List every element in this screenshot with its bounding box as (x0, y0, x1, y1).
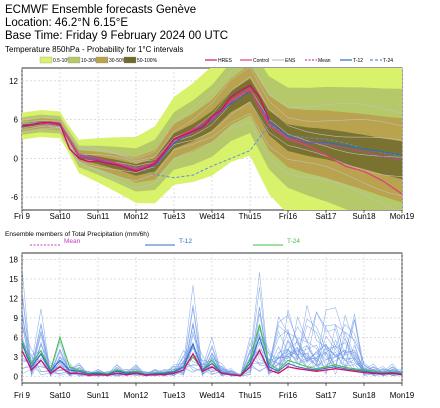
temperature-panel: -6 0 6 12 Fri 9 Sat10 Sun11 Mon12 Tue13 Wed14 Thu… (9, 67, 415, 221)
precip-legend-label: T-24 (287, 238, 300, 245)
x-tick-label: Sun18 (352, 391, 376, 400)
prob-legend-label: 50-100% (137, 58, 158, 64)
x-tick-label: Tue13 (163, 212, 186, 221)
prob-swatch (123, 56, 137, 64)
line-legend-label: T-24 (383, 58, 393, 64)
y-tick-label: 9 (14, 314, 19, 323)
temp-series-hres (22, 84, 270, 173)
base-time: Base Time: Friday 9 February 2024 00 UTC (5, 30, 229, 42)
temp-series-t-24 (22, 121, 402, 179)
y-tick-label: 18 (9, 256, 18, 265)
ens-member-line (22, 68, 402, 159)
x-tick-label: Sat17 (316, 391, 337, 400)
ens-member-line (22, 68, 402, 162)
line-legend-label: HRES (218, 58, 233, 64)
x-tick-label: Sat17 (316, 212, 337, 221)
x-tick-label: Wed14 (199, 212, 225, 221)
prob-legend-label: 0.5-10% (53, 58, 72, 64)
line-legend-label: Mean (318, 58, 331, 64)
prob-legend-label: 10-30% (81, 58, 99, 64)
precip-series-mean (22, 349, 402, 377)
ens-member-line (22, 76, 402, 163)
y-tick-label: 3 (14, 353, 19, 362)
prob-legend-label: 30-50% (109, 58, 127, 64)
x-tick-label: Fri 9 (14, 391, 31, 400)
x-tick-label: Sat10 (50, 391, 71, 400)
ens-member-line (22, 112, 402, 197)
temp-series-mean (22, 88, 402, 171)
x-tick-label: Thu15 (239, 391, 262, 400)
x-tick-label: Thu15 (239, 212, 262, 221)
line-legend-label: ENS (285, 58, 296, 64)
ens-member-line (22, 101, 402, 177)
y-tick-label: 12 (9, 77, 18, 86)
y-tick-label: 6 (14, 334, 19, 343)
precip-series-t-12 (22, 335, 402, 376)
probability-band (22, 78, 402, 180)
line-legend-label: T-12 (353, 58, 363, 64)
precip-legend-label: T-12 (179, 238, 192, 245)
temp-series-control (22, 87, 402, 195)
y-tick-label: 6 (14, 116, 19, 125)
line-legend-label: Control (253, 58, 269, 64)
precip-series (22, 324, 402, 377)
y-tick-label: -6 (11, 193, 19, 202)
y-tick-label: 0 (14, 154, 19, 163)
temperature-series (22, 84, 402, 195)
x-tick-label: Mon12 (124, 391, 149, 400)
temperature-subtitle: Temperature 850hPa - Probability for 1°C… (5, 45, 184, 54)
x-tick-label: Mon19 (390, 391, 415, 400)
x-tick-label: Sun11 (87, 391, 110, 400)
x-tick-label: Fri 9 (14, 212, 31, 221)
y-tick-label: 0 (14, 373, 19, 382)
x-tick-label: Wed14 (199, 391, 225, 400)
precip-series-t-24 (22, 324, 402, 376)
probability-plumes (22, 68, 402, 210)
prob-swatch (39, 56, 53, 64)
y-tick-label: 12 (9, 295, 18, 304)
x-tick-label: Mon19 (390, 212, 415, 221)
precip-panel: Ensemble members of Total Precipitation … (5, 231, 415, 400)
precip-member-line (22, 311, 402, 377)
y-tick-label: 15 (9, 275, 18, 284)
x-tick-label: Sun11 (87, 212, 110, 221)
prob-swatch (67, 56, 81, 64)
precip-legend-label: Mean (64, 238, 81, 245)
x-tick-label: Fri16 (279, 212, 298, 221)
x-tick-label: Sun18 (352, 212, 376, 221)
x-tick-label: Fri16 (279, 391, 298, 400)
top-legend: 0.5-10% 10-30% 30-50% 50-100% HRES Control EN… (39, 56, 393, 64)
x-tick-label: Tue13 (163, 391, 186, 400)
x-tick-label: Mon12 (124, 212, 149, 221)
x-tick-label: Sat10 (50, 212, 71, 221)
title: ECMWF Ensemble forecasts Genève (5, 4, 197, 16)
location: Location: 46.2°N 6.15°E (5, 17, 129, 29)
precip-member-line (22, 311, 402, 377)
prob-swatch (95, 56, 109, 64)
precip-title: Ensemble members of Total Precipitation … (5, 231, 149, 238)
